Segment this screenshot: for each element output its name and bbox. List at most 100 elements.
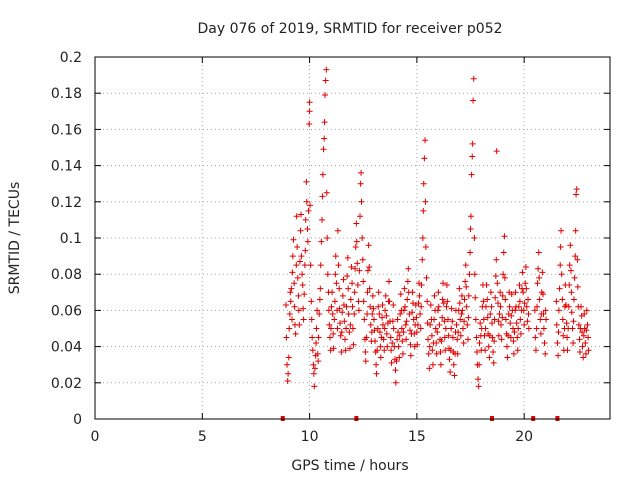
data-point — [333, 280, 340, 287]
data-point — [365, 242, 372, 249]
data-point — [510, 338, 517, 345]
data-point — [310, 370, 317, 377]
data-point — [451, 372, 458, 379]
data-point — [570, 318, 577, 325]
data-point — [485, 343, 492, 350]
data-point — [402, 321, 409, 328]
data-point — [330, 330, 337, 337]
data-point — [301, 291, 308, 298]
data-point — [409, 309, 416, 316]
data-point — [448, 325, 455, 332]
data-point — [310, 361, 317, 368]
data-point — [334, 325, 341, 332]
data-point — [564, 334, 571, 341]
data-point — [401, 307, 407, 314]
data-point — [313, 339, 320, 346]
data-point — [367, 303, 374, 310]
data-point — [428, 332, 435, 339]
data-point — [537, 330, 544, 337]
data-point — [304, 238, 311, 245]
data-point — [569, 325, 576, 332]
data-point — [381, 347, 388, 354]
data-point — [537, 316, 544, 323]
data-point — [321, 135, 328, 142]
data-point — [309, 334, 316, 341]
data-point — [372, 338, 379, 345]
data-point — [484, 314, 491, 321]
data-point — [563, 320, 570, 327]
data-point — [396, 354, 403, 361]
data-point — [392, 379, 399, 386]
data-point — [291, 303, 298, 310]
data-point — [348, 263, 355, 270]
data-point — [438, 338, 445, 345]
data-point — [292, 330, 299, 337]
data-point — [314, 350, 321, 357]
data-point — [417, 311, 424, 318]
data-point — [580, 332, 587, 339]
data-point — [476, 361, 483, 368]
data-point — [315, 358, 322, 365]
data-point — [311, 365, 318, 372]
data-point — [496, 311, 503, 318]
data-point — [417, 325, 424, 332]
data-point — [520, 307, 527, 314]
data-point — [404, 296, 411, 303]
data-point — [409, 289, 416, 296]
x-tick-label: 10 — [301, 429, 319, 445]
data-point — [465, 292, 472, 299]
data-point — [352, 265, 359, 272]
data-point — [502, 316, 509, 323]
data-point — [415, 300, 422, 307]
data-point — [465, 314, 472, 321]
data-point — [521, 321, 528, 328]
data-point — [383, 330, 390, 337]
data-point — [556, 285, 563, 292]
data-point — [437, 349, 444, 356]
data-point — [441, 318, 448, 325]
data-point — [354, 260, 361, 267]
data-point — [337, 332, 344, 339]
data-point — [456, 285, 463, 292]
data-point — [461, 296, 468, 303]
data-point — [463, 283, 470, 290]
data-point — [573, 186, 580, 193]
data-point — [370, 316, 377, 323]
y-tick-label: 0.16 — [51, 122, 82, 138]
y-tick-label: 0.1 — [60, 231, 82, 247]
data-point — [560, 332, 567, 339]
data-point — [507, 334, 514, 341]
data-point — [493, 148, 500, 155]
data-point — [470, 97, 477, 104]
data-point — [568, 309, 575, 316]
data-point — [532, 347, 539, 354]
data-point — [318, 238, 325, 245]
data-point — [316, 311, 323, 318]
data-point — [322, 92, 329, 99]
data-point — [522, 280, 529, 287]
data-point — [380, 336, 387, 343]
data-point — [491, 316, 498, 323]
data-point — [369, 292, 376, 299]
data-point — [328, 303, 335, 310]
data-point — [289, 269, 296, 276]
data-point — [469, 153, 476, 160]
y-tick-label: 0.12 — [51, 195, 82, 211]
data-point — [459, 307, 466, 314]
data-point — [429, 347, 436, 354]
data-point — [461, 318, 468, 325]
data-point — [432, 325, 439, 332]
y-tick-label: 0.18 — [51, 86, 82, 102]
x-tick-label: 20 — [515, 429, 533, 445]
data-point — [469, 140, 476, 147]
data-point — [383, 312, 390, 319]
data-point — [364, 267, 371, 274]
data-point — [460, 339, 467, 346]
data-point — [290, 236, 297, 243]
data-point — [515, 303, 522, 310]
data-point — [488, 320, 495, 327]
data-point — [458, 292, 465, 299]
data-point — [327, 347, 334, 354]
data-point — [323, 189, 330, 196]
data-point — [554, 339, 561, 346]
